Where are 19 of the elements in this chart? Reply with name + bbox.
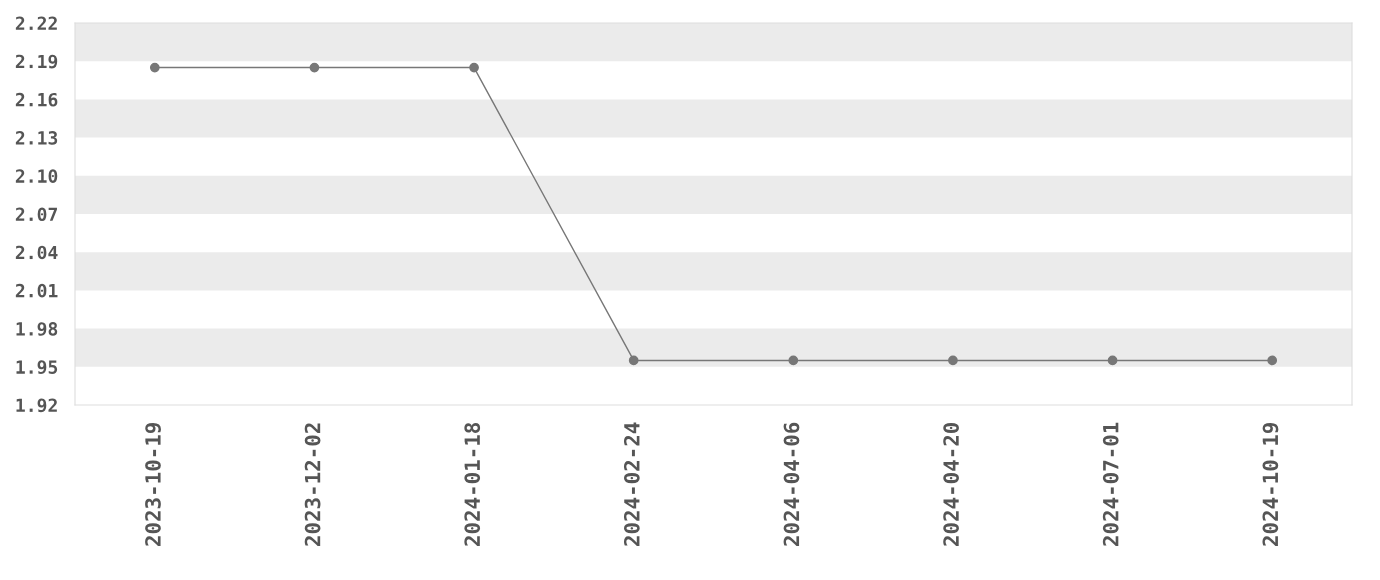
y-tick-label: 2.13 (15, 131, 58, 145)
y-tick-label: 2.22 (15, 16, 57, 30)
x-tick-label: 2024-04-20 (943, 422, 959, 546)
x-tick-label: 2024-07-01 (1102, 422, 1119, 546)
x-tick-label: 2023-12-02 (304, 423, 321, 546)
y-tick-label: 1.98 (16, 322, 58, 336)
x-tick-label: 2024-02-24 (623, 422, 640, 546)
x-tick-label: 2024-04-06 (783, 422, 800, 546)
y-tick-label: 2.16 (15, 92, 58, 107)
y-tick-label: 2.07 (15, 207, 57, 222)
x-tick-label: 2024-10-19 (1262, 422, 1279, 546)
y-tick-label: 2.10 (15, 169, 58, 183)
y-tick-label: 2.19 (15, 54, 58, 69)
y-tick-label: 1.95 (16, 360, 58, 374)
x-tick-label: 2023-10-19 (145, 422, 161, 546)
y-tick-label: 1.92 (16, 398, 57, 413)
y-tick-label: 2.04 (15, 245, 58, 260)
y-tick-label: 2.01 (15, 283, 58, 298)
x-tick-label: 2024-01-18 (464, 422, 481, 546)
